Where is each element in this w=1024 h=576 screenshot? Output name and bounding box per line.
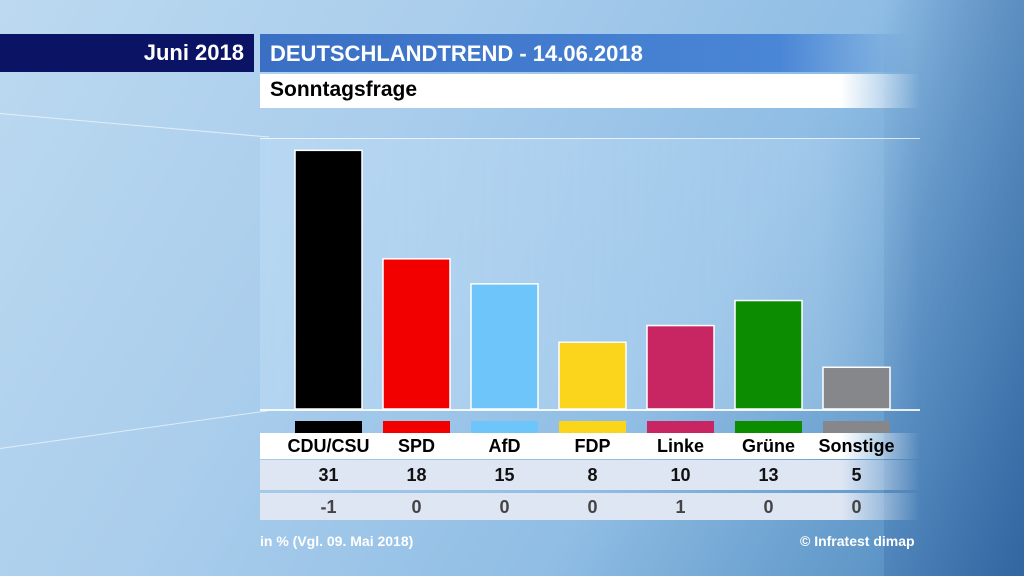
change-label: 0 [851,497,862,517]
change-label: 0 [499,497,510,517]
legend-swatch [559,421,626,433]
category-label: CDU/CSU [287,436,370,456]
category-label: FDP [574,436,611,456]
change-label: -1 [320,497,337,517]
category-label: Linke [656,436,704,456]
value-row [260,460,920,490]
legend-swatch [647,421,714,433]
x-axis-baseline [260,409,920,411]
value-label: 10 [670,465,691,485]
date-banner: Juni 2018 [0,34,254,72]
legend-swatch [735,421,802,433]
title-banner: DEUTSCHLANDTREND - 14.06.2018 [260,34,910,72]
change-label: 1 [675,497,686,517]
legend-swatch [471,421,538,433]
bar-afd [470,283,539,410]
value-label: 18 [406,465,427,485]
category-label: AfD [488,436,521,456]
bar-cdu-csu [294,149,363,410]
change-label: 0 [411,497,422,517]
category-label: SPD [397,436,435,456]
subtitle-banner: Sonntagsfrage [260,74,920,108]
value-label: 13 [758,465,779,485]
page-title: DEUTSCHLANDTREND - 14.06.2018 [270,41,643,66]
source-credit: © Infratest dimap [800,533,915,549]
category-label: Sonstige [818,436,895,456]
value-label: 15 [494,465,515,485]
chart-subtitle: Sonntagsfrage [270,78,418,101]
change-label: 0 [587,497,598,517]
bar-gr-ne [734,299,803,410]
bar-linke [646,324,715,410]
bar-spd [382,258,451,410]
bar-sonstige [822,366,891,410]
value-label: 8 [587,465,598,485]
category-label-row [260,433,920,459]
legend-swatch [295,421,362,433]
bar-fdp [558,341,627,410]
legend-swatch [383,421,450,433]
date-label: Juni 2018 [143,40,244,65]
change-row [260,493,920,520]
legend-swatch [823,421,890,433]
footnote: in % (Vgl. 09. Mai 2018) [260,533,414,549]
value-label: 5 [851,465,862,485]
value-label: 31 [318,465,339,485]
change-label: 0 [763,497,774,517]
category-label: Grüne [741,436,795,456]
